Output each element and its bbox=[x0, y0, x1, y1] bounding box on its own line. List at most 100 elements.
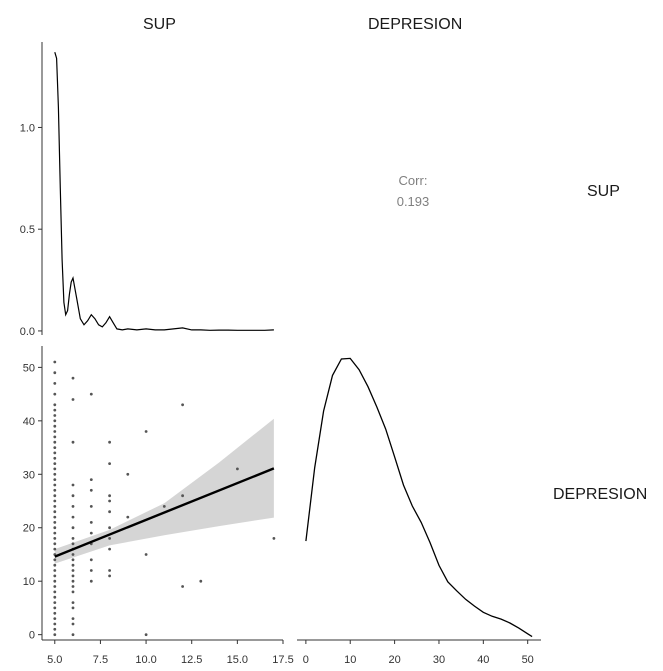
row-label-depresion: DEPRESION bbox=[553, 486, 648, 503]
scatter-point bbox=[71, 376, 75, 380]
scatter-point bbox=[144, 633, 148, 637]
scatter-point bbox=[71, 542, 75, 546]
density-line bbox=[305, 357, 533, 638]
panel-correlation: Corr: 0.193 bbox=[397, 173, 430, 209]
scatter-point bbox=[53, 531, 57, 535]
scatter-point bbox=[53, 462, 57, 465]
corr-label: Corr: bbox=[399, 173, 428, 188]
x-tick-label: 40 bbox=[477, 654, 489, 666]
scatter-point bbox=[71, 515, 75, 519]
scatter-point bbox=[71, 617, 75, 620]
density-line bbox=[54, 52, 274, 331]
scatter-point bbox=[272, 537, 276, 540]
scatter-point bbox=[89, 488, 93, 492]
scatter-point bbox=[53, 617, 57, 620]
scatter-point bbox=[108, 510, 111, 514]
scatter-point bbox=[199, 579, 203, 583]
scatter-point bbox=[53, 521, 57, 524]
scatter-point bbox=[108, 526, 111, 530]
scatter-point bbox=[53, 456, 57, 460]
scatter-point bbox=[53, 505, 57, 508]
scatter-point bbox=[53, 360, 57, 364]
column-label-depresion: DEPRESION bbox=[368, 16, 463, 33]
confidence-ribbon bbox=[54, 418, 274, 564]
scatter-point bbox=[89, 579, 93, 583]
scatter-point bbox=[71, 398, 75, 401]
scatter-point bbox=[108, 569, 111, 572]
scatter-point bbox=[108, 499, 111, 503]
scatter-point bbox=[53, 563, 57, 567]
x-tick-label: 15.0 bbox=[227, 654, 248, 666]
x-tick-label: 5.0 bbox=[47, 654, 62, 666]
scatter-point bbox=[144, 430, 148, 433]
scatter-point bbox=[71, 483, 75, 487]
scatter-point bbox=[53, 403, 57, 407]
scatter-point bbox=[53, 424, 57, 428]
scatter-point bbox=[53, 392, 57, 396]
scatter-point bbox=[181, 403, 185, 407]
scatter-point bbox=[71, 537, 75, 540]
scatter-point bbox=[89, 531, 93, 535]
scatter-point bbox=[53, 488, 57, 492]
scatter-point bbox=[53, 430, 57, 433]
scatter-point bbox=[53, 606, 57, 610]
scatter-point bbox=[53, 499, 57, 503]
panel-sup-density: 0.0 0.5 1.0 bbox=[20, 42, 274, 338]
scatter-point bbox=[53, 446, 57, 449]
regression-line bbox=[54, 467, 275, 558]
scatter-point bbox=[108, 574, 111, 578]
scatter-point bbox=[108, 494, 111, 498]
scatter-point bbox=[71, 563, 75, 567]
scatter-point bbox=[108, 537, 111, 540]
scatter-point bbox=[71, 585, 75, 588]
scatter-point bbox=[53, 579, 57, 583]
scatter-point bbox=[181, 494, 185, 498]
scatter-point bbox=[108, 440, 111, 444]
scatter-point bbox=[53, 627, 57, 631]
column-label-sup: SUP bbox=[143, 16, 176, 33]
scatter-point bbox=[53, 590, 57, 594]
scatter-point bbox=[89, 521, 93, 524]
scatter-point bbox=[53, 419, 57, 423]
scatter-point bbox=[89, 505, 93, 508]
y-tick-label: 0.0 bbox=[20, 326, 35, 338]
y-tick-label: 10 bbox=[23, 576, 35, 588]
y-tick-label: 50 bbox=[23, 362, 35, 374]
scatter-point bbox=[71, 505, 75, 508]
scatter-point bbox=[53, 611, 57, 615]
scatter-point bbox=[53, 585, 57, 588]
panel-depresion-vs-sup: 0 10 20 30 40 50 5.0 7.5 10.0 12.5 15.0 17.5 bbox=[23, 346, 294, 666]
scatter-point bbox=[53, 510, 57, 514]
scatter-point bbox=[89, 478, 93, 481]
x-tick-label: 7.5 bbox=[93, 654, 108, 666]
scatter-point bbox=[53, 483, 57, 487]
scatter-point bbox=[53, 622, 57, 626]
x-tick-label: 30 bbox=[433, 654, 445, 666]
scatter-point bbox=[144, 553, 148, 556]
scatter-point bbox=[236, 467, 239, 471]
scatter-point bbox=[71, 440, 75, 444]
x-tick-label: 10.0 bbox=[135, 654, 156, 666]
y-tick-label: 20 bbox=[23, 523, 35, 535]
scatter-point bbox=[71, 526, 75, 530]
scatter-point bbox=[89, 558, 93, 562]
x-tick-label: 20 bbox=[388, 654, 400, 666]
scatter-point bbox=[53, 633, 57, 637]
scatter-point bbox=[71, 579, 75, 583]
scatter-point bbox=[53, 542, 57, 546]
x-tick-label: 0 bbox=[303, 654, 309, 666]
scatter-point bbox=[53, 408, 57, 412]
corr-value: 0.193 bbox=[397, 194, 430, 209]
scatter-point bbox=[89, 569, 93, 572]
scatter-point bbox=[53, 547, 57, 551]
scatter-point bbox=[53, 451, 57, 455]
scatter-point bbox=[53, 515, 57, 519]
scatter-point bbox=[53, 440, 57, 444]
scatter-point bbox=[71, 494, 75, 498]
y-tick-label: 30 bbox=[23, 469, 35, 481]
scatter-point bbox=[53, 558, 57, 562]
scatter-point bbox=[108, 462, 111, 465]
scatter-point bbox=[53, 574, 57, 578]
scatter-point bbox=[53, 494, 57, 498]
